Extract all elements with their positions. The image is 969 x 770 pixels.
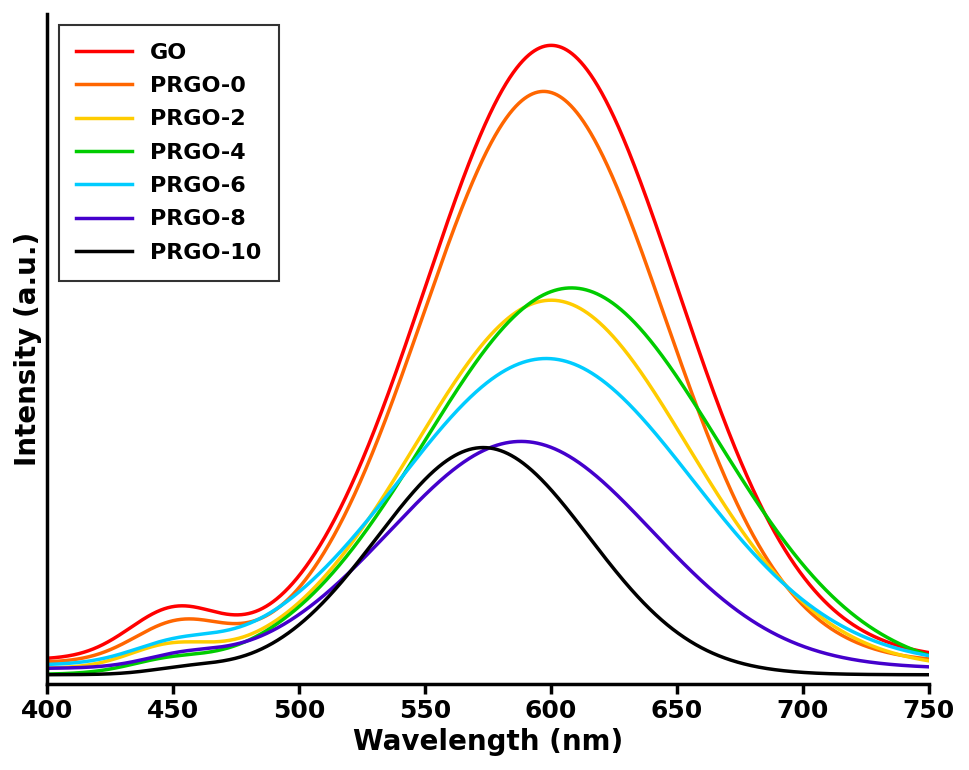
PRGO-6 [42,660,53,669]
PRGO-8 [516,437,527,446]
Line: PRGO-8: PRGO-8 [47,441,929,668]
PRGO-2 [42,664,53,673]
PRGO-0 [897,651,909,661]
PRGO-4 [42,669,53,678]
PRGO-8 [897,661,909,670]
PRGO-4 [898,641,910,651]
Line: PRGO-4: PRGO-4 [47,288,929,674]
GO [86,644,98,654]
PRGO-6 [923,651,935,660]
PRGO-10 [42,670,53,679]
PRGO-2 [470,348,482,357]
Line: PRGO-10: PRGO-10 [47,447,929,675]
PRGO-0 [470,169,482,179]
PRGO-0 [736,509,748,518]
PRGO-8 [736,609,748,618]
PRGO-10 [736,659,748,668]
Line: PRGO-2: PRGO-2 [47,300,929,668]
PRGO-2 [447,380,458,390]
PRGO-2 [86,660,98,669]
GO [42,654,53,663]
PRGO-8 [470,450,482,459]
PRGO-2 [897,651,909,661]
PRGO-2 [546,296,557,305]
GO [897,642,909,651]
PRGO-0 [447,227,458,236]
PRGO-6 [470,387,482,397]
GO [546,41,557,50]
PRGO-2 [923,656,935,665]
PRGO-8 [447,466,458,475]
GO [470,141,482,150]
PRGO-0 [898,651,910,661]
PRGO-6 [897,645,909,654]
Line: GO: GO [47,45,929,658]
Line: PRGO-6: PRGO-6 [47,359,929,665]
PRGO-8 [898,661,910,670]
PRGO-2 [898,651,910,661]
GO [736,460,748,469]
GO [447,203,458,212]
PRGO-6 [447,410,458,420]
Y-axis label: Intensity (a.u.): Intensity (a.u.) [14,232,42,466]
PRGO-8 [923,662,935,671]
PRGO-0 [538,87,549,96]
PRGO-0 [923,654,935,664]
PRGO-0 [86,651,98,661]
PRGO-6 [898,645,910,654]
PRGO-4 [447,392,458,401]
GO [923,648,935,658]
PRGO-4 [736,474,748,484]
PRGO-6 [86,656,98,665]
PRGO-10 [478,443,489,452]
PRGO-4 [86,667,98,676]
PRGO-10 [923,670,935,679]
PRGO-10 [447,452,458,461]
X-axis label: Wavelength (nm): Wavelength (nm) [353,728,623,756]
PRGO-8 [42,664,53,673]
PRGO-10 [86,670,98,679]
PRGO-10 [470,444,482,453]
PRGO-2 [736,527,748,536]
PRGO-8 [86,662,98,671]
Legend: GO, PRGO-0, PRGO-2, PRGO-4, PRGO-6, PRGO-8, PRGO-10: GO, PRGO-0, PRGO-2, PRGO-4, PRGO-6, PRGO… [58,25,279,280]
PRGO-4 [470,357,482,367]
PRGO-10 [898,670,910,679]
PRGO-4 [897,641,909,650]
PRGO-4 [566,283,578,293]
PRGO-4 [923,651,935,660]
PRGO-10 [897,670,909,679]
Line: PRGO-0: PRGO-0 [47,92,929,661]
PRGO-6 [541,354,552,363]
GO [898,643,910,652]
PRGO-6 [736,536,748,545]
PRGO-0 [42,657,53,666]
